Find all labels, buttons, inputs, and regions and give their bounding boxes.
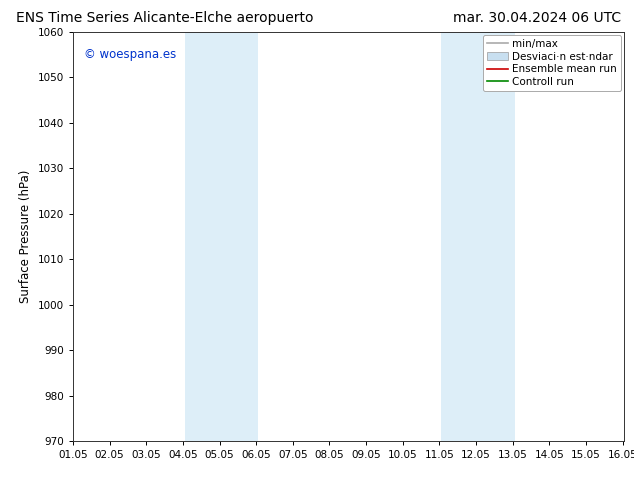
Bar bbox=[441, 32, 515, 441]
Legend: min/max, Desviaci·n est·ndar, Ensemble mean run, Controll run: min/max, Desviaci·n est·ndar, Ensemble m… bbox=[483, 35, 621, 91]
Bar bbox=[184, 32, 258, 441]
Y-axis label: Surface Pressure (hPa): Surface Pressure (hPa) bbox=[19, 170, 32, 303]
Text: ENS Time Series Alicante-Elche aeropuerto: ENS Time Series Alicante-Elche aeropuert… bbox=[16, 11, 314, 25]
Text: © woespana.es: © woespana.es bbox=[84, 48, 176, 61]
Text: mar. 30.04.2024 06 UTC: mar. 30.04.2024 06 UTC bbox=[453, 11, 621, 25]
